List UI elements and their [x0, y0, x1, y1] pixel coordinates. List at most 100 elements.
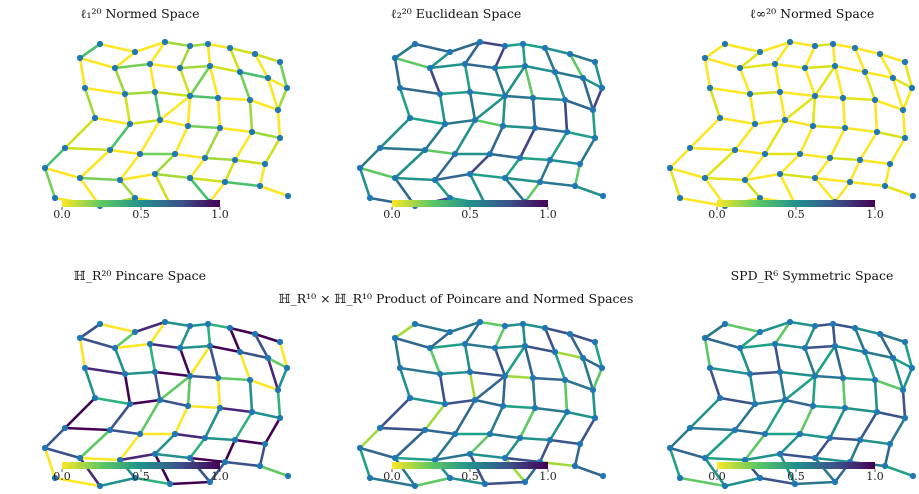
graph-edge [553, 350, 585, 360]
graph-node [491, 64, 499, 72]
graph-edge [783, 374, 817, 402]
graph-edge [811, 404, 847, 410]
graph-edge [708, 366, 722, 400]
graph-edge [118, 172, 157, 182]
graph-edge [503, 344, 527, 378]
graph-node [466, 88, 474, 96]
graph-node [676, 194, 684, 202]
graph-node [529, 374, 537, 382]
graph-node [516, 434, 524, 442]
graph-node [214, 374, 222, 382]
graph-node [476, 38, 484, 46]
graph-node [276, 338, 284, 346]
graph-node [899, 386, 907, 394]
graph-edge [468, 172, 507, 180]
graph-edge [863, 70, 895, 80]
graph-edge [113, 346, 127, 376]
graph-node [871, 96, 879, 104]
graph-node [436, 90, 444, 98]
graph-edge [901, 366, 914, 392]
graph-node [176, 344, 184, 352]
graph-node [461, 60, 469, 68]
graph-edge [778, 172, 817, 180]
graph-edge [503, 156, 522, 180]
graph-edge [488, 152, 522, 160]
graph-edge [263, 416, 282, 446]
graph-edge [223, 158, 237, 184]
graph-edge [153, 172, 172, 206]
graph-node [231, 156, 239, 164]
graph-node [184, 402, 192, 410]
graph-edge [468, 452, 507, 460]
colorbar-tick-label: 1.0 [539, 470, 557, 483]
graph-edge [153, 432, 177, 456]
colorbar [717, 462, 875, 469]
graph-edge [773, 342, 807, 350]
graph-node [841, 404, 849, 412]
graph-edge [393, 42, 417, 60]
graph-edge [238, 350, 270, 360]
graph-edge [473, 398, 505, 408]
graph-node [61, 424, 69, 432]
graph-edge [891, 356, 914, 370]
graph-panel-6 [666, 318, 917, 490]
graph-edge [468, 90, 507, 98]
graph-node [521, 478, 529, 486]
graph-edge [413, 476, 452, 488]
graph-edge [93, 396, 132, 406]
graph-node [486, 430, 494, 438]
graph-edge [848, 158, 862, 184]
graph-node [466, 368, 474, 376]
graph-edge [778, 370, 817, 378]
graph-edge [748, 370, 782, 376]
graph-edge [488, 404, 505, 436]
graph-edge [748, 92, 757, 126]
graph-edge [463, 342, 497, 350]
graph-edge [398, 86, 412, 120]
graph-node [406, 394, 414, 402]
graph-edge [63, 146, 112, 152]
graph-edge [733, 148, 767, 156]
graph-node [846, 178, 854, 186]
graph-edge [841, 96, 847, 130]
graph-node [889, 354, 897, 362]
graph-node [96, 320, 104, 328]
panel-title: SPD_R⁶ Symmetric Space [731, 268, 894, 283]
graph-edge [811, 94, 817, 128]
graph-node [499, 122, 507, 130]
colorbar [392, 462, 548, 469]
graph-node [856, 156, 864, 164]
graph-edge [758, 476, 797, 486]
graph-edge [523, 64, 557, 74]
graph-node [899, 106, 907, 114]
graph-edge [148, 342, 182, 350]
graph-edge [518, 126, 537, 160]
graph-edge [581, 76, 595, 112]
graph-edge [503, 456, 542, 464]
graph-node [751, 120, 759, 128]
graph-node [391, 334, 399, 342]
graph-node [156, 396, 164, 404]
graph-node [561, 96, 569, 104]
graph-node [701, 174, 709, 182]
graph-edge [158, 94, 192, 122]
graph-edge [253, 332, 282, 344]
graph-node [541, 44, 549, 52]
graph-node [796, 150, 804, 158]
graph-edge [358, 426, 382, 450]
graph-edge [123, 90, 157, 96]
graph-node [801, 344, 809, 352]
graph-edge [703, 336, 742, 350]
graph-edge [468, 432, 492, 456]
graph-edge [878, 52, 907, 64]
graph-edge [113, 62, 152, 70]
graph-node [756, 48, 764, 56]
graph-node [751, 400, 759, 408]
graph-node [776, 170, 784, 178]
graph-edge [443, 118, 477, 126]
graph-node [579, 74, 587, 82]
graph-edge [253, 332, 270, 360]
graph-edge [238, 70, 270, 80]
graph-node [546, 156, 554, 164]
graph-edge [393, 56, 402, 90]
